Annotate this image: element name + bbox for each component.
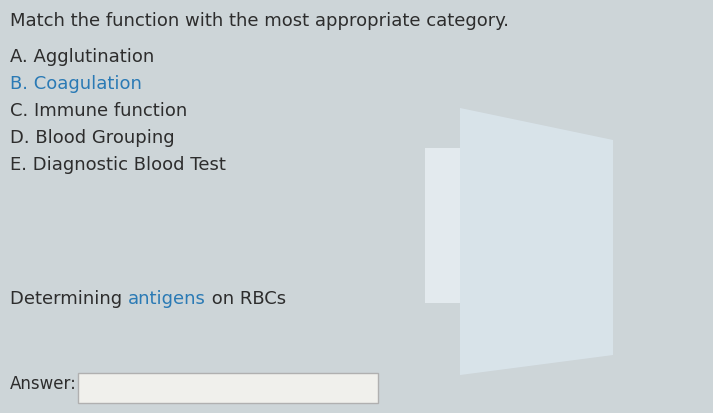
Bar [78,373,378,403]
Text: C. Immune function: C. Immune function [10,102,188,120]
Text: Determining: Determining [10,290,128,308]
Text: Match the function with the most appropriate category.: Match the function with the most appropr… [10,12,509,30]
Polygon shape [460,108,613,375]
Text: D. Blood Grouping: D. Blood Grouping [10,129,175,147]
Text: A. Agglutination: A. Agglutination [10,48,154,66]
Text: E. Diagnostic Blood Test: E. Diagnostic Blood Test [10,156,226,174]
Text: Answer:: Answer: [10,375,77,393]
Text: on RBCs: on RBCs [206,290,286,308]
Text: antigens: antigens [128,290,206,308]
Bar [425,148,460,303]
Text: B. Coagulation: B. Coagulation [10,75,142,93]
